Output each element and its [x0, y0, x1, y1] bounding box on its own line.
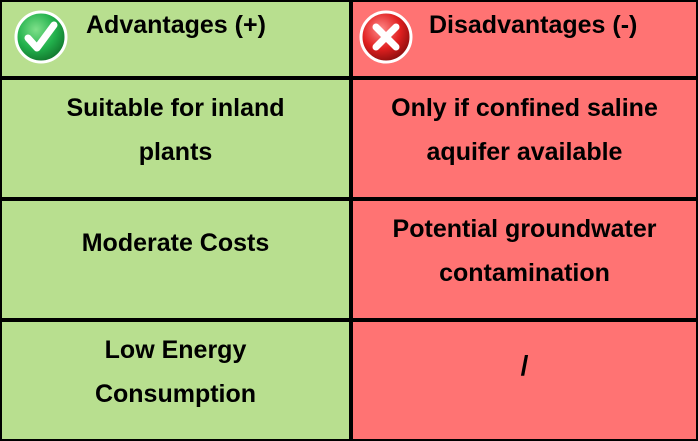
disadvantage-line: / — [520, 350, 529, 381]
advantage-line: Low Energy — [104, 336, 247, 364]
advantage-cell: Low Energy Consumption — [0, 320, 351, 441]
advantage-line: plants — [138, 138, 213, 166]
x-circle-icon — [359, 10, 413, 64]
advantage-text: Low Energy Consumption — [2, 322, 349, 416]
advantage-text: Suitable for inland plants — [2, 80, 349, 174]
advantages-header: Advantages (+) — [0, 0, 351, 78]
advantage-line: Consumption — [94, 380, 257, 408]
check-circle-icon — [14, 10, 68, 64]
disadvantage-line: aquifer available — [426, 138, 623, 166]
disadvantage-cell: Potential groundwater contamination — [351, 199, 698, 320]
disadvantage-cell: Only if confined saline aquifer availabl… — [351, 78, 698, 199]
advantages-header-label: Advantages (+) — [86, 11, 266, 39]
disadvantage-cell: / — [351, 320, 698, 441]
disadvantage-line: Potential groundwater — [392, 215, 657, 243]
advantage-text: Moderate Costs — [2, 201, 349, 265]
disadvantages-header: Disadvantages (-) — [351, 0, 698, 78]
disadvantages-header-label: Disadvantages (-) — [429, 11, 638, 39]
disadvantage-text: Potential groundwater contamination — [353, 201, 696, 295]
advantage-line: Suitable for inland — [66, 94, 285, 122]
disadvantage-line: contamination — [439, 259, 610, 287]
advantage-cell: Moderate Costs — [0, 199, 351, 320]
disadvantage-line: Only if confined saline — [391, 94, 658, 122]
disadvantage-text: Only if confined saline aquifer availabl… — [353, 80, 696, 174]
disadvantage-text: / — [353, 322, 696, 388]
advantage-line: Moderate Costs — [81, 229, 270, 257]
advantage-cell: Suitable for inland plants — [0, 78, 351, 199]
